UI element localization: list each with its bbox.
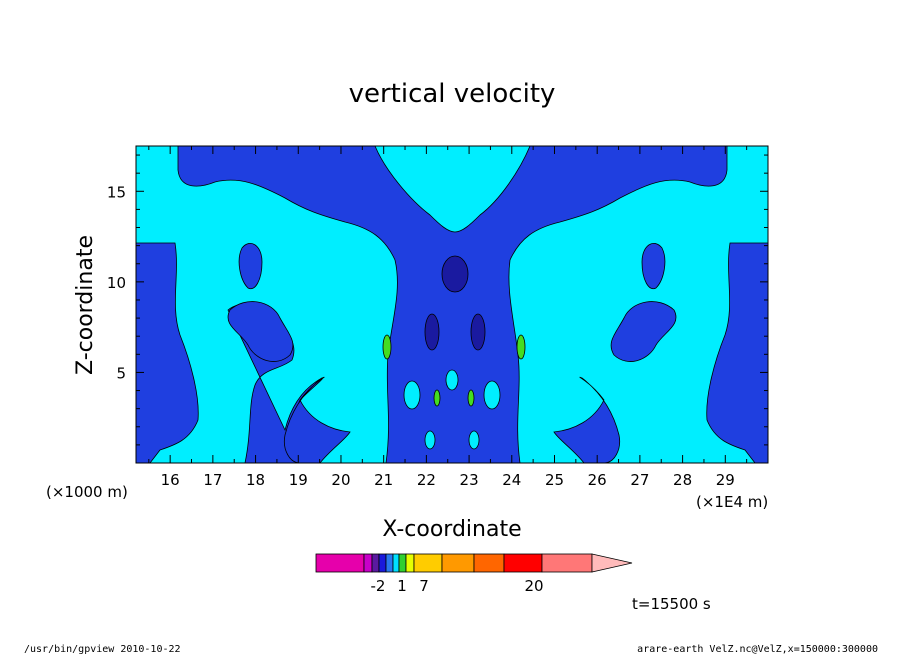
central-hole-2 (483, 380, 501, 410)
x-tick-label: 22 (417, 471, 436, 489)
central-hole-3 (445, 369, 459, 391)
x-tick-label: 27 (630, 471, 649, 489)
updraft-spot-inner-left (433, 389, 441, 407)
time-label: t=15500 s (632, 595, 711, 613)
x-tick-label: 25 (545, 471, 564, 489)
x-tick-label: 21 (374, 471, 393, 489)
x-axis-label: X-coordinate (382, 517, 521, 542)
y-tick-label: 15 (107, 183, 126, 201)
left-bottom-blob (283, 376, 351, 463)
left-mid-blob (227, 301, 294, 362)
x-tick-label: 18 (246, 471, 265, 489)
updraft-spot-inner-right (467, 389, 475, 407)
x-tick-label: 24 (502, 471, 521, 489)
x-tick-label: 16 (161, 471, 180, 489)
right-bottom-blob (553, 376, 621, 463)
x-tick-label: 23 (460, 471, 479, 489)
colorbar-cell (371, 553, 380, 573)
y-tick-label: 5 (116, 364, 126, 382)
colorbar-cell (503, 553, 543, 573)
colorbar-cell (441, 553, 475, 573)
central-downdraft-region (177, 146, 728, 463)
colorbar-cell (473, 553, 505, 573)
footer-left: /usr/bin/gpview 2010-10-22 (24, 644, 181, 654)
y-axis-label: Z-coordinate (73, 235, 98, 375)
y-tick-label: 10 (107, 274, 126, 292)
y-axis: 5 10 15 (107, 154, 768, 446)
strong-core-right (470, 313, 486, 351)
colorbar-cell (405, 553, 415, 573)
colorbar-cell (413, 553, 443, 573)
x-axis: 16 17 18 19 20 21 22 23 24 25 26 27 28 29 (148, 146, 748, 489)
x-tick-label: 28 (673, 471, 692, 489)
x-tick-label: 29 (716, 471, 735, 489)
upper-arch-region (374, 146, 531, 233)
x-tick-label: 26 (588, 471, 607, 489)
right-mid-blob (610, 301, 677, 362)
colorbar-cell (315, 553, 365, 573)
central-hole-4 (424, 430, 436, 450)
footer-right: arare-earth_VelZ.nc@VelZ,x=150000:300000 (637, 644, 878, 654)
colorbar-label: 20 (524, 577, 543, 595)
strong-core-left (424, 313, 440, 351)
colorbar-label: 7 (419, 577, 429, 595)
x-tick-label: 19 (289, 471, 308, 489)
right-edge-region (706, 242, 768, 463)
updraft-spot-left (382, 334, 392, 360)
left-edge-region (136, 242, 199, 463)
left-small-blob (238, 243, 263, 290)
colorbar-cell (398, 553, 407, 573)
strong-core-top (441, 255, 469, 293)
x-tick-label: 17 (203, 471, 222, 489)
colorbar-label: 1 (397, 577, 407, 595)
central-hole-1 (403, 380, 421, 410)
colorbar-cell (363, 553, 373, 573)
x-unit-left: (×1000 m) (46, 483, 128, 501)
contour-field (136, 146, 768, 463)
x-tick-label: 20 (331, 471, 350, 489)
colorbar-cell (378, 553, 387, 573)
colorbar-cell (541, 553, 593, 573)
plot-frame (135, 145, 769, 464)
updraft-spot-right (516, 334, 526, 360)
plot-area (135, 145, 769, 464)
chart-title: vertical velocity (349, 79, 556, 109)
colorbar: -2 1 7 20 (315, 553, 633, 595)
central-hole-5 (468, 430, 480, 450)
right-small-blob (641, 243, 666, 290)
colorbar-extend-arrow (591, 553, 633, 573)
colorbar-cell (385, 553, 394, 573)
x-unit-right: (×1E4 m) (696, 493, 768, 511)
colorbar-cell (392, 553, 400, 573)
colorbar-label: -2 (371, 577, 386, 595)
